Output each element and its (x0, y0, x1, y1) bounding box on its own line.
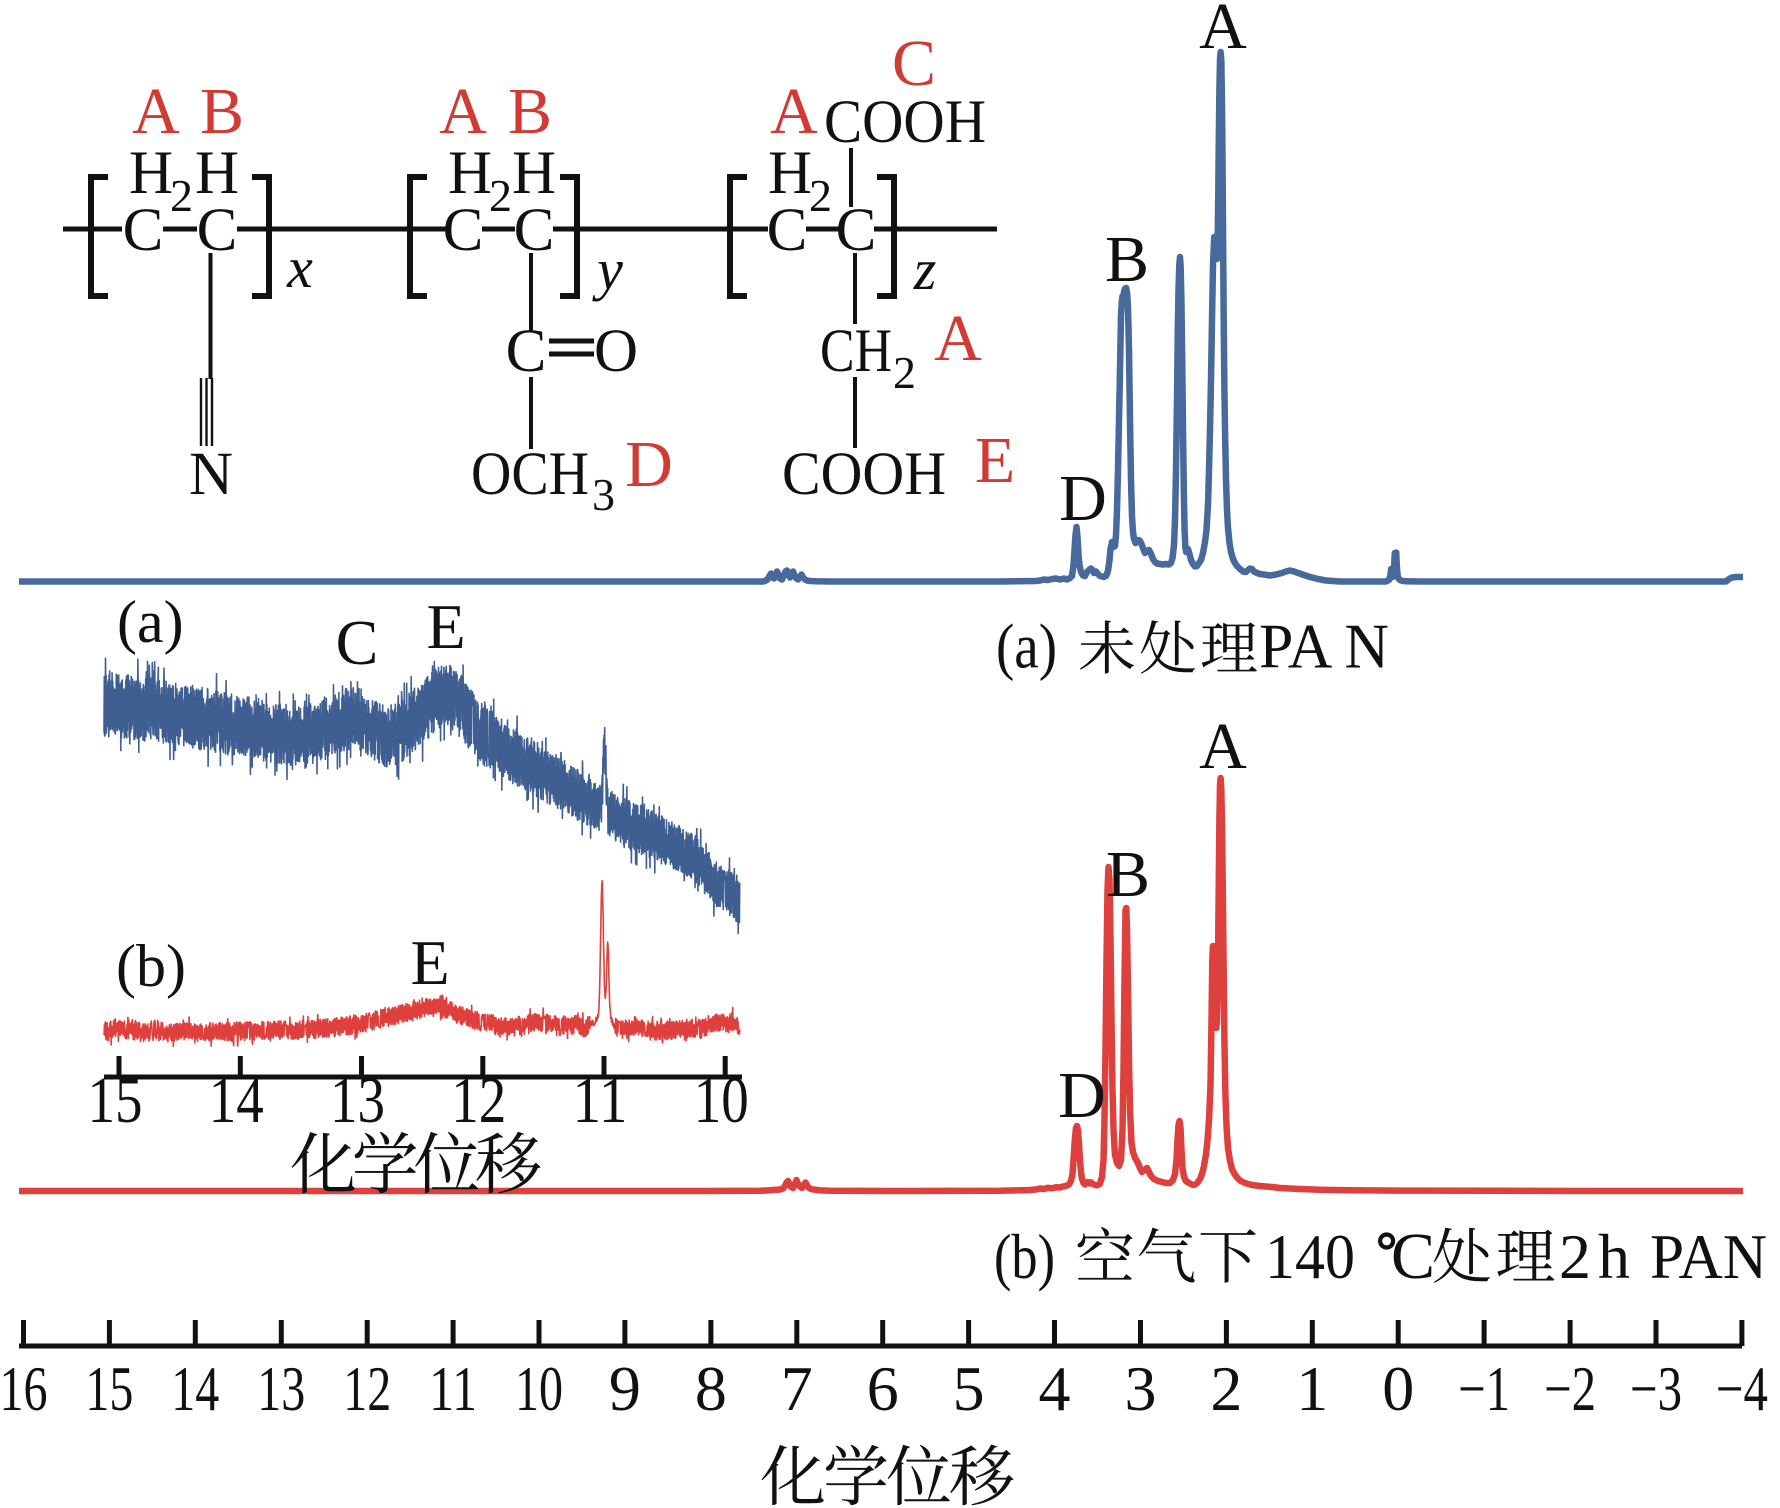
svg-text:−1: −1 (1458, 1353, 1510, 1424)
svg-text:x: x (286, 235, 313, 300)
svg-text:C: C (123, 197, 164, 264)
svg-text:B: B (200, 75, 244, 148)
svg-text:C: C (836, 197, 877, 264)
svg-text:B: B (508, 75, 552, 148)
svg-text:z: z (913, 237, 937, 302)
svg-text:16: 16 (0, 1353, 48, 1424)
svg-text:8: 8 (695, 1353, 727, 1424)
svg-text:C: C (197, 197, 238, 264)
svg-text:H: H (512, 140, 556, 207)
svg-text:5: 5 (953, 1353, 985, 1424)
svg-text:A: A (770, 75, 818, 148)
svg-text:11: 11 (573, 1064, 628, 1137)
svg-text:C: C (443, 197, 484, 264)
svg-text:(a): (a) (996, 611, 1057, 682)
svg-text:y: y (592, 237, 623, 302)
svg-text:140: 140 (1265, 1221, 1355, 1292)
svg-text:15: 15 (88, 1064, 143, 1137)
svg-text:1: 1 (1296, 1353, 1328, 1424)
svg-text:D: D (625, 428, 673, 501)
svg-text:h: h (1598, 1221, 1630, 1292)
svg-text:0: 0 (1382, 1353, 1414, 1424)
svg-text:B: B (1105, 223, 1149, 296)
svg-text:2: 2 (1210, 1353, 1242, 1424)
svg-text:OCH: OCH (471, 441, 589, 508)
svg-text:C: C (506, 318, 547, 385)
svg-text:B: B (1106, 838, 1150, 911)
svg-text:C: C (1391, 1220, 1435, 1293)
svg-text:A: A (1199, 0, 1247, 63)
svg-text:H: H (768, 140, 812, 207)
svg-text:10: 10 (694, 1064, 749, 1137)
svg-text:N: N (189, 441, 233, 508)
svg-text:2: 2 (1559, 1221, 1591, 1292)
svg-text:C: C (336, 607, 379, 678)
svg-text:−4: −4 (1716, 1353, 1768, 1424)
svg-text:A: A (1199, 710, 1247, 783)
svg-text:PAN: PAN (1650, 1221, 1767, 1292)
svg-text:C: C (514, 197, 555, 264)
svg-text:A: A (439, 75, 487, 148)
svg-text:E: E (426, 591, 465, 662)
svg-text:H: H (195, 140, 239, 207)
svg-text:12: 12 (451, 1064, 506, 1137)
svg-text:3: 3 (1125, 1353, 1157, 1424)
svg-text:2: 2 (893, 347, 916, 398)
svg-text:9: 9 (609, 1353, 641, 1424)
svg-text:PA N: PA N (1259, 611, 1389, 682)
svg-text:A: A (934, 302, 982, 375)
svg-text:2: 2 (170, 170, 193, 221)
svg-text:C: C (892, 27, 936, 100)
svg-text:C: C (767, 197, 808, 264)
svg-text:(b): (b) (116, 933, 186, 999)
svg-text:10: 10 (515, 1353, 563, 1424)
svg-text:12: 12 (343, 1353, 391, 1424)
svg-text:COOH: COOH (782, 441, 946, 508)
svg-text:2: 2 (489, 170, 512, 221)
svg-text:H: H (129, 140, 173, 207)
svg-text:3: 3 (592, 469, 615, 520)
svg-text:−2: −2 (1544, 1353, 1596, 1424)
svg-text:(a): (a) (117, 589, 184, 655)
svg-text:13: 13 (257, 1353, 305, 1424)
svg-text:A: A (132, 75, 180, 148)
svg-text:D: D (1059, 462, 1107, 535)
svg-text:(b): (b) (994, 1221, 1055, 1292)
svg-text:4: 4 (1039, 1353, 1071, 1424)
svg-text:D: D (1058, 1059, 1106, 1132)
svg-text:15: 15 (85, 1353, 133, 1424)
svg-text:11: 11 (429, 1353, 477, 1424)
svg-text:−3: −3 (1630, 1353, 1682, 1424)
svg-text:2: 2 (809, 170, 832, 221)
svg-text:7: 7 (781, 1353, 813, 1424)
svg-text:O: O (594, 318, 638, 385)
svg-text:13: 13 (330, 1064, 385, 1137)
svg-text:COOH: COOH (824, 89, 986, 156)
svg-text:E: E (975, 424, 1015, 497)
svg-text:H: H (448, 140, 492, 207)
svg-text:CH: CH (820, 318, 892, 385)
svg-text:E: E (410, 927, 449, 998)
svg-text:14: 14 (209, 1064, 264, 1137)
svg-text:6: 6 (867, 1353, 899, 1424)
svg-text:14: 14 (171, 1353, 219, 1424)
